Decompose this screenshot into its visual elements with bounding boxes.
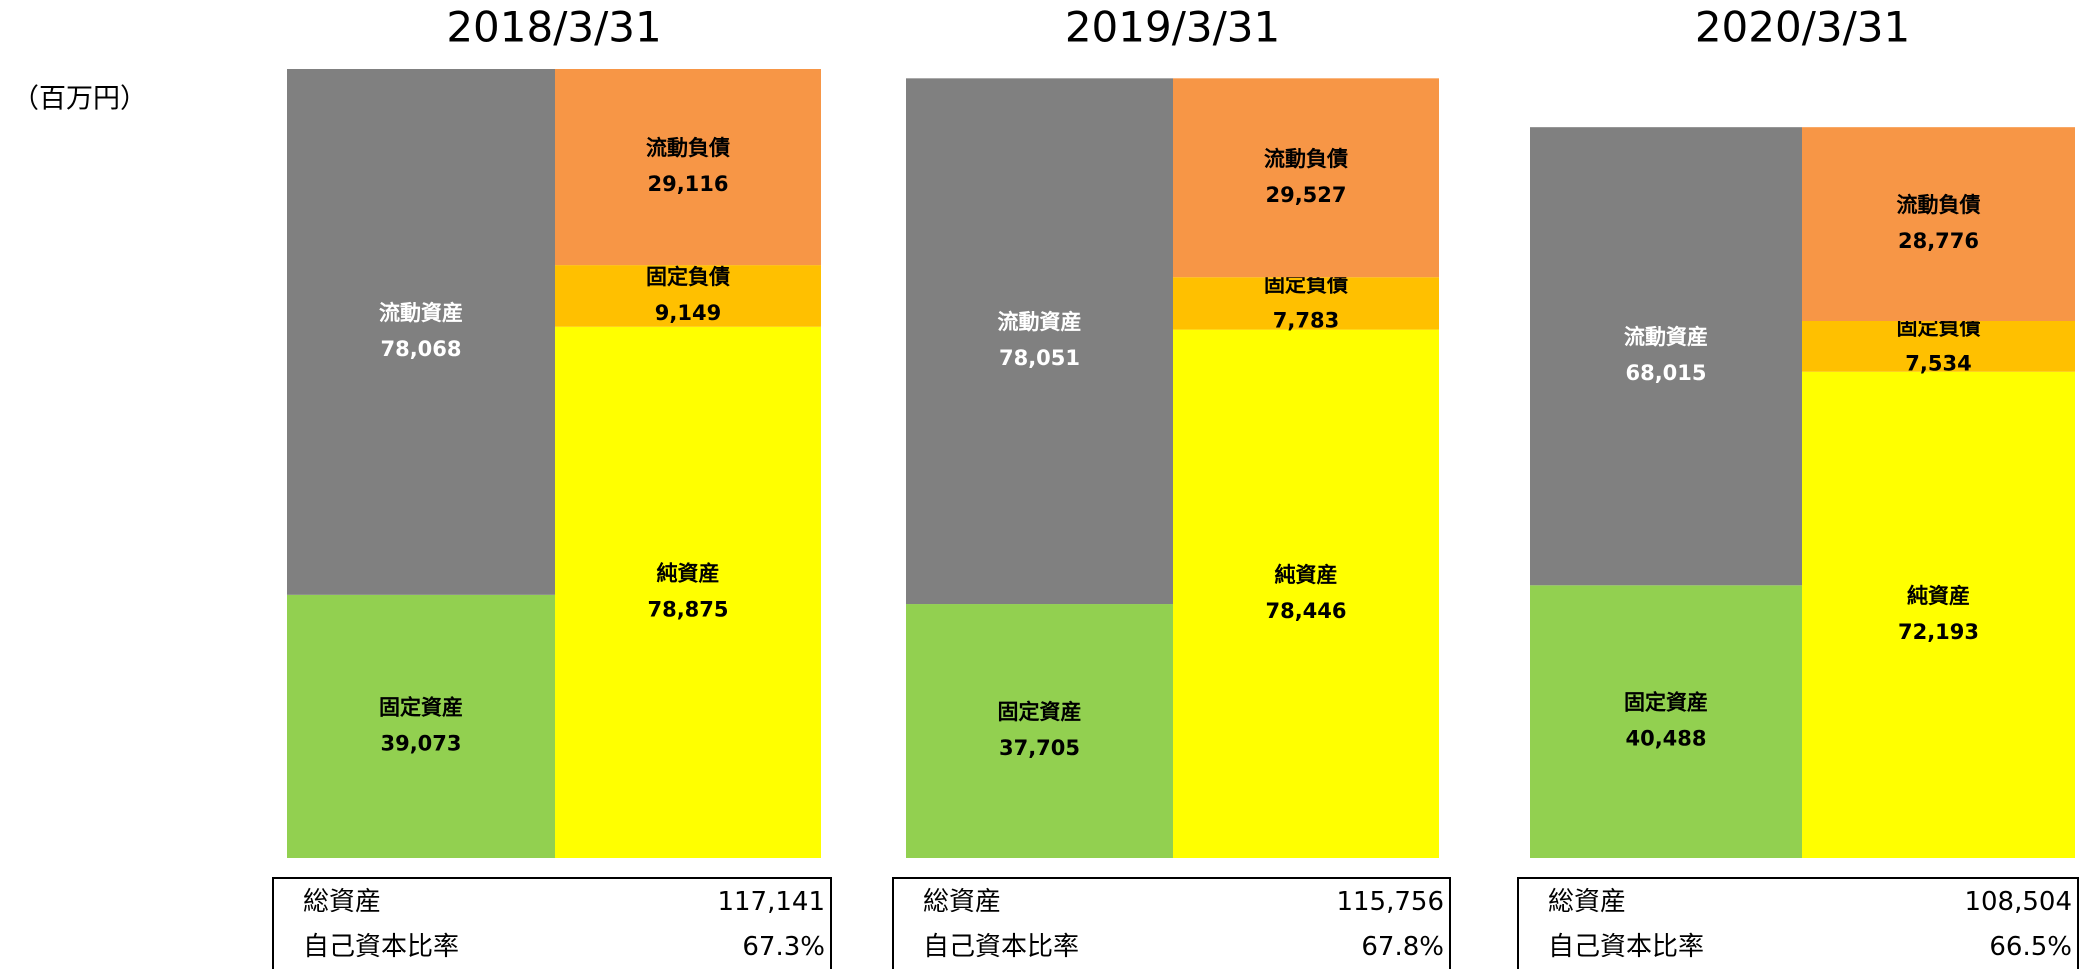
bar-segment — [1530, 585, 1802, 858]
bar-segment — [1173, 78, 1439, 278]
segment-value: 78,875 — [647, 597, 728, 621]
table-box — [272, 877, 832, 969]
table-value: 115,756 — [1336, 887, 1444, 917]
segment-name: 流動負債 — [1264, 147, 1348, 171]
segment-name: 流動資産 — [1624, 325, 1708, 349]
segment-value: 78,051 — [999, 346, 1080, 370]
segment-value: 39,073 — [380, 731, 461, 755]
unit-label: （百万円） — [12, 84, 147, 115]
table-value: 67.8% — [1361, 932, 1444, 962]
bar-segment — [555, 326, 821, 858]
segment-name: 純資産 — [1275, 563, 1338, 587]
segment-value: 78,068 — [380, 337, 461, 361]
segment-name: 流動資産 — [379, 301, 463, 325]
table-box — [1517, 877, 2079, 969]
table-label: 総資産 — [303, 887, 381, 917]
segment-value: 37,705 — [999, 736, 1080, 760]
chart-title: 2020/3/31 — [1695, 3, 1910, 52]
segment-name: 流動資産 — [998, 310, 1082, 334]
table-value: 67.3% — [742, 932, 825, 962]
bar-segment — [555, 265, 821, 327]
chart-title: 2018/3/31 — [446, 3, 661, 52]
segment-value: 72,193 — [1898, 620, 1979, 644]
table-label: 総資産 — [923, 887, 1001, 917]
segment-name: 純資産 — [657, 561, 720, 585]
segment-name: 流動負債 — [646, 136, 730, 160]
table-label: 自己資本比率 — [923, 932, 1079, 962]
table-value: 66.5% — [1989, 932, 2072, 962]
segment-name: 流動負債 — [1897, 193, 1981, 217]
bar-segment — [1802, 371, 2075, 858]
table-box — [892, 877, 1451, 969]
table-label: 自己資本比率 — [303, 932, 459, 962]
table-value: 108,504 — [1964, 887, 2072, 917]
segment-value: 68,015 — [1625, 361, 1706, 385]
bar-segment — [287, 69, 555, 595]
bar-segment — [555, 69, 821, 266]
bar-segment — [1530, 127, 1802, 586]
segment-name: 固定資産 — [379, 695, 463, 719]
segment-value: 29,527 — [1265, 183, 1346, 207]
segment-name: 固定負債 — [646, 265, 730, 289]
segment-name: 固定資産 — [998, 700, 1082, 724]
bar-segment — [287, 594, 555, 858]
bar-segment — [1802, 127, 2075, 322]
table-value: 117,141 — [717, 887, 825, 917]
table-label: 自己資本比率 — [1548, 932, 1704, 962]
bar-segment — [906, 604, 1173, 858]
segment-value: 7,534 — [1905, 351, 1971, 375]
chart-title: 2019/3/31 — [1065, 3, 1280, 52]
table-label: 総資産 — [1548, 887, 1626, 917]
segment-value: 28,776 — [1898, 229, 1979, 253]
segment-value: 40,488 — [1625, 727, 1706, 751]
bar-segment — [906, 78, 1173, 605]
segment-value: 78,446 — [1265, 599, 1346, 623]
bar-segment — [1173, 329, 1439, 858]
segment-name: 純資産 — [1907, 584, 1970, 608]
segment-value: 7,783 — [1273, 308, 1339, 332]
segment-value: 29,116 — [647, 172, 728, 196]
bar-segment — [1802, 321, 2075, 372]
segment-name: 固定資産 — [1624, 691, 1708, 715]
bar-segment — [1173, 277, 1439, 330]
segment-value: 9,149 — [655, 301, 721, 325]
